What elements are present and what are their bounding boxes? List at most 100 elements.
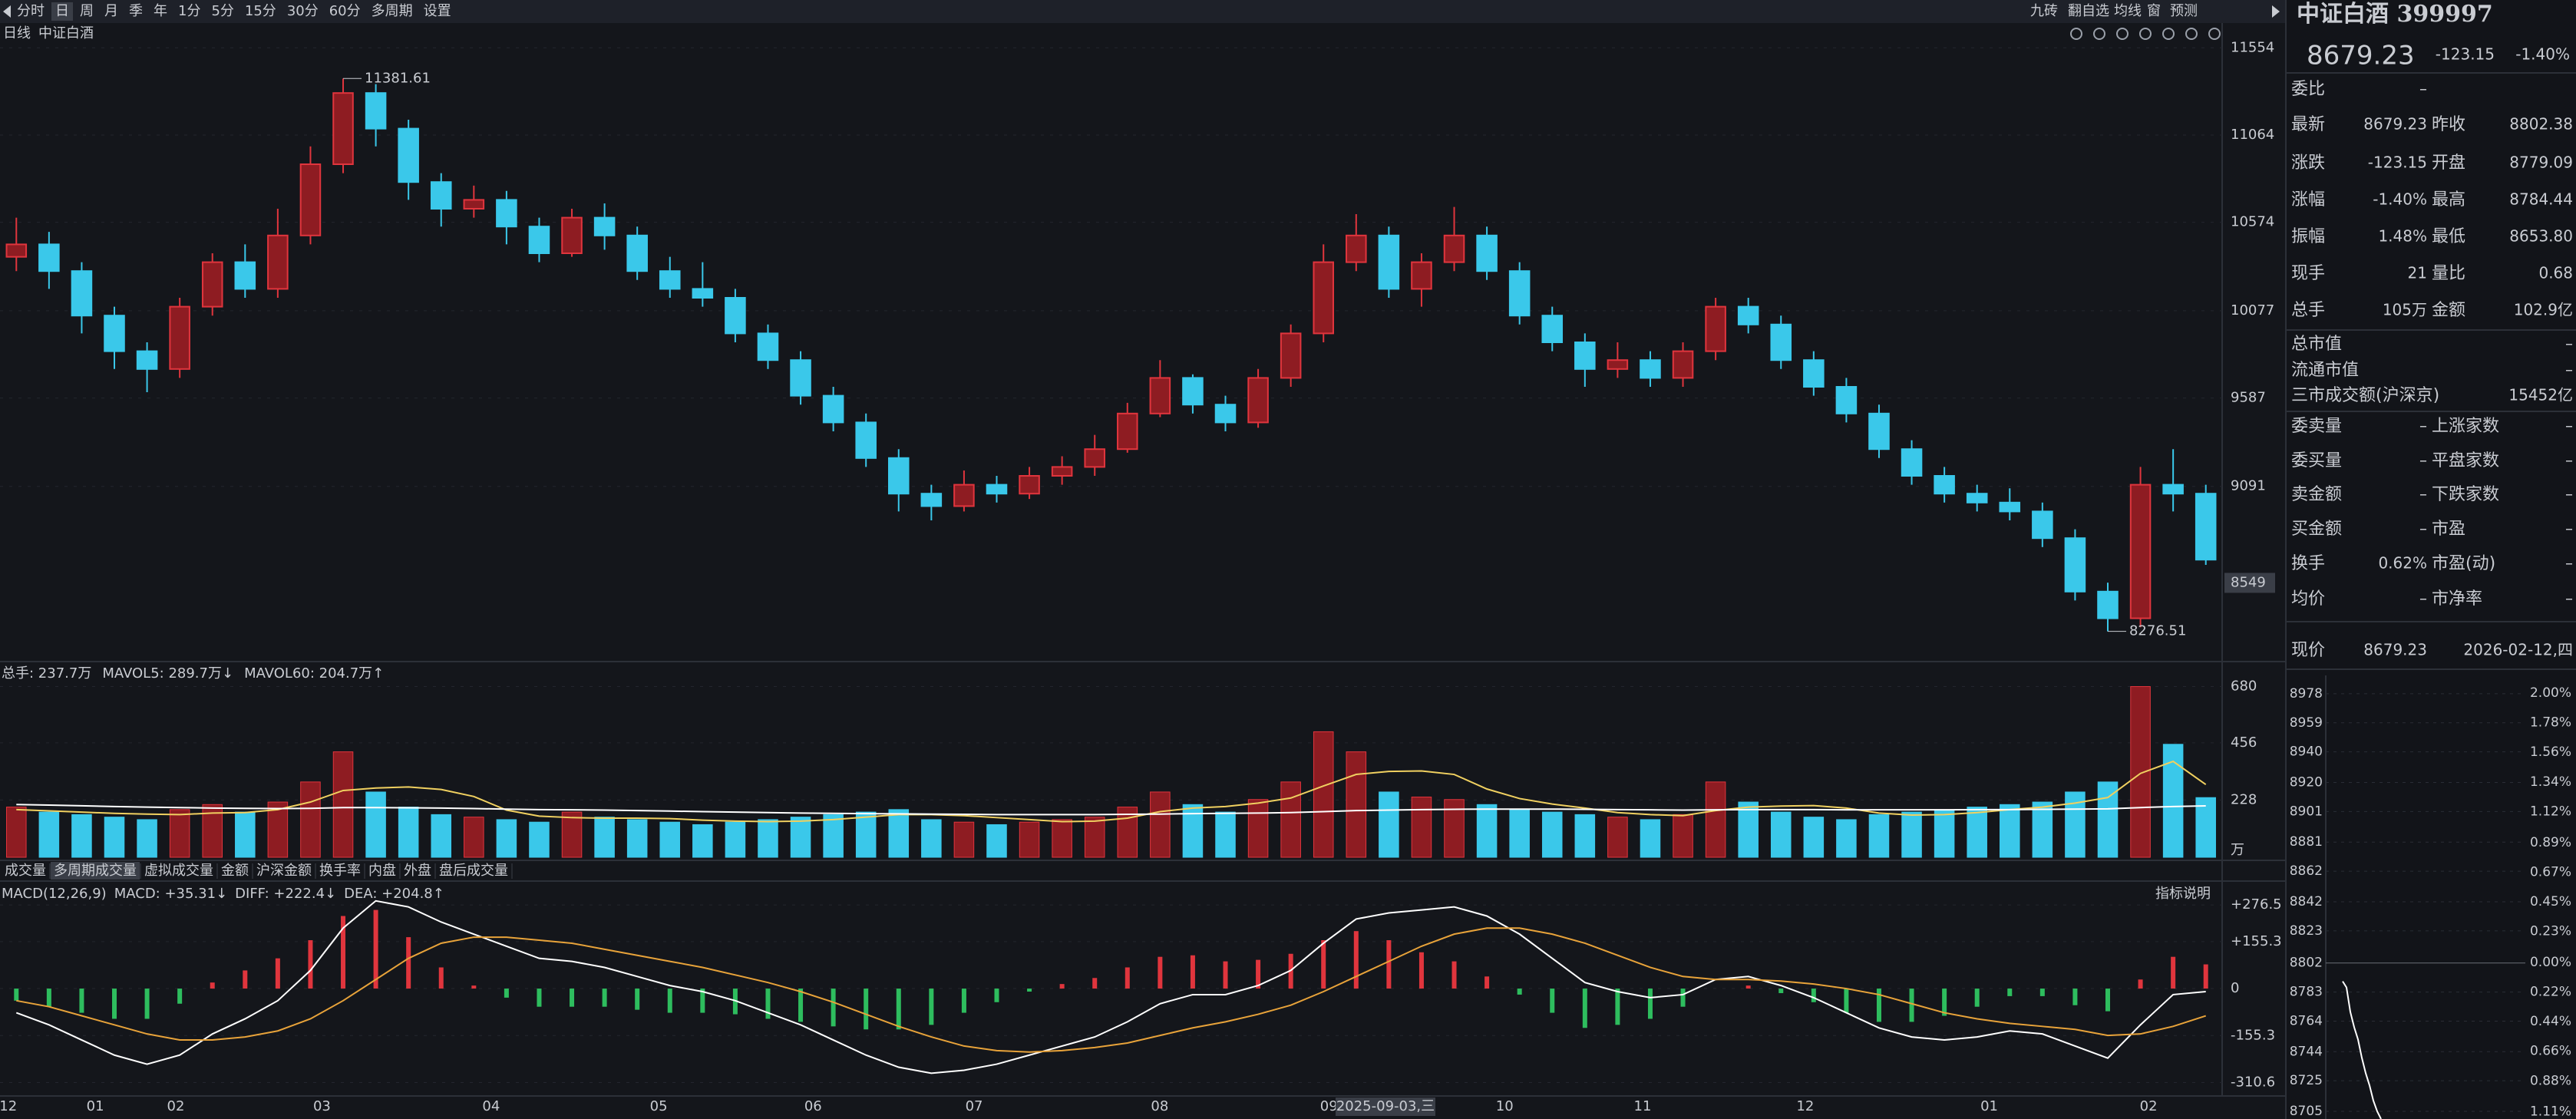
volume-tab[interactable]: 金额: [221, 863, 249, 879]
candle-body: [1411, 261, 1432, 290]
tool-icon[interactable]: [2070, 28, 2082, 40]
candle-body: [1672, 350, 1694, 379]
volume-tab[interactable]: 虚拟成交量: [144, 863, 213, 879]
y-tick-label: 8978: [2290, 686, 2323, 701]
tool-icon[interactable]: [2139, 28, 2152, 40]
volume-bar: [1836, 819, 1857, 858]
x-tick-label: 02: [167, 1098, 185, 1114]
macd-bar: [570, 989, 575, 1007]
toolbar-item[interactable]: 日: [55, 3, 69, 19]
candle-body: [1247, 377, 1269, 424]
quote-value: –: [2565, 451, 2573, 470]
tool-icon[interactable]: [2185, 28, 2198, 40]
toolbar-item[interactable]: 60分: [329, 3, 361, 19]
candle-body: [1214, 404, 1237, 424]
toolbar-item[interactable]: 30分: [287, 3, 319, 19]
candle-body: [1868, 412, 1890, 451]
tool-icon[interactable]: [2116, 28, 2129, 40]
quote-value: 0.62%: [2378, 554, 2427, 573]
candle-body: [1607, 359, 1629, 370]
toolbar-item[interactable]: 窗: [2147, 3, 2161, 19]
quote-value: 0.68: [2538, 264, 2573, 282]
macd-bar: [1256, 959, 1261, 989]
y-tick-label: 9091: [2231, 478, 2266, 494]
quote-label: 涨跌: [2291, 153, 2325, 173]
toolbar-item[interactable]: 周: [80, 3, 94, 19]
indicator-help[interactable]: 指标说明: [2155, 886, 2211, 902]
quote-value: –: [2565, 554, 2573, 573]
x-tick-label: 11: [1634, 1098, 1652, 1114]
candle-body: [1737, 305, 1759, 325]
candle-body: [1934, 475, 1955, 495]
toolbar-item[interactable]: 九砖: [2030, 3, 2058, 19]
legend-item: MAVOL60: 204.7万↑: [244, 665, 384, 682]
quote-label: 上涨家数: [2432, 417, 2499, 436]
tool-icon[interactable]: [2208, 28, 2221, 40]
x-tick-label: 01: [1980, 1098, 1998, 1114]
tool-icon[interactable]: [2162, 28, 2175, 40]
next-icon[interactable]: [2272, 5, 2280, 18]
volume-bar: [692, 824, 713, 858]
volume-tab[interactable]: 盘后成交量: [439, 863, 508, 879]
toolbar-item[interactable]: 季: [129, 3, 143, 19]
toolbar-item[interactable]: 5分: [211, 3, 233, 19]
volume-tab[interactable]: 内盘: [368, 863, 396, 879]
volume-bar: [823, 814, 844, 858]
volume-bar: [1476, 804, 1498, 858]
toolbar-item[interactable]: 分时: [17, 3, 45, 19]
volume-tab[interactable]: 沪深金额: [256, 863, 312, 879]
quote-label: 市盈(动): [2432, 554, 2495, 573]
quote-label: 下跌家数: [2432, 485, 2499, 504]
macd-bar: [275, 958, 280, 989]
volume-tab[interactable]: 成交量: [5, 863, 46, 879]
candle-body: [790, 359, 811, 397]
macd-bar: [373, 909, 378, 989]
toolbar-item[interactable]: 15分: [245, 3, 276, 19]
volume-tab[interactable]: 换手率: [319, 863, 361, 879]
toolbar-item[interactable]: 1分: [178, 3, 200, 19]
candle-body: [1476, 234, 1498, 272]
toolbar-item[interactable]: 月: [104, 3, 118, 19]
toolbar-item[interactable]: 翻自选: [2068, 3, 2109, 19]
volume-bar: [659, 821, 681, 858]
volume-bar: [1084, 817, 1105, 858]
quote-value: 8679.23: [2363, 641, 2427, 659]
diff-line: [15, 899, 2206, 1074]
toolbar-item[interactable]: 设置: [424, 3, 451, 19]
quote-label: 三市成交额(沪深京): [2291, 386, 2439, 405]
volume-bar: [1019, 821, 1040, 858]
volume-bar: [464, 817, 484, 858]
quote-value: –: [2419, 589, 2427, 608]
volume-bar: [561, 811, 583, 858]
quote-label: 量比: [2432, 264, 2465, 283]
volume-tab[interactable]: 多周期成交量: [54, 863, 137, 879]
quote-value: 8802.38: [2509, 115, 2573, 134]
y-tick-label: 8940: [2290, 744, 2323, 760]
prev-icon[interactable]: [3, 5, 11, 18]
candle-body: [593, 216, 616, 236]
toolbar: [0, 0, 2286, 23]
macd-bar: [700, 989, 705, 1013]
volume-tab[interactable]: 外盘: [404, 863, 431, 879]
toolbar-item[interactable]: 年: [154, 3, 167, 19]
x-tick-label: 12: [0, 1098, 17, 1114]
candle-body: [1313, 261, 1335, 335]
y2-tick-label: 0.22%: [2530, 985, 2571, 1000]
dea-line: [16, 927, 2207, 1053]
toolbar-item[interactable]: 均线: [2114, 3, 2142, 19]
quote-label: 换手: [2291, 554, 2325, 573]
macd-bar: [1451, 961, 1457, 989]
toolbar-item[interactable]: 预测: [2170, 3, 2198, 19]
tool-icon[interactable]: [2093, 28, 2105, 40]
candle-body: [1541, 315, 1564, 344]
y-tick-label: 8881: [2290, 834, 2323, 850]
candle-body: [561, 216, 583, 255]
volume-bar: [1313, 731, 1334, 858]
x-tick-label: 12: [1796, 1098, 1814, 1114]
volume-bar: [1967, 807, 1987, 858]
quote-value: –: [2419, 520, 2427, 538]
y-tick-label: -155.3: [2231, 1027, 2275, 1043]
toolbar-item[interactable]: 多周期: [372, 3, 413, 19]
candle-body: [1705, 305, 1726, 352]
legend-item: DIFF: +222.4↓: [235, 886, 336, 902]
